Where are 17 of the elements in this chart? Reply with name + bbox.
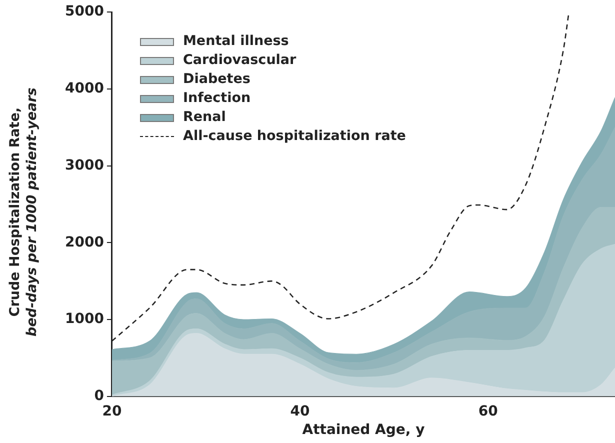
y-tick-label: 2000 xyxy=(64,234,104,250)
legend-label: All-cause hospitalization rate xyxy=(183,127,406,146)
y-tick-label: 5000 xyxy=(64,4,104,20)
x-tick-label: 60 xyxy=(478,403,498,420)
legend-label: Mental illness xyxy=(183,32,289,51)
y-axis-title: Crude Hospitalization Rate, bed-days per 1000 patient-years xyxy=(7,86,41,338)
legend-label: Infection xyxy=(183,89,251,108)
legend-label: Diabetes xyxy=(183,70,250,89)
y-tick-label: 1000 xyxy=(64,311,104,328)
y-tick-label: 3000 xyxy=(64,157,104,174)
y-tick-label: 0 xyxy=(94,388,104,404)
legend-label: Renal xyxy=(183,108,226,127)
y-tick-label: 4000 xyxy=(64,80,104,97)
legend-label: Cardiovascular xyxy=(183,51,296,70)
x-tick-label: 20 xyxy=(102,403,122,420)
x-axis-title: Attained Age, y xyxy=(302,422,425,438)
x-tick-label: 40 xyxy=(290,403,310,420)
